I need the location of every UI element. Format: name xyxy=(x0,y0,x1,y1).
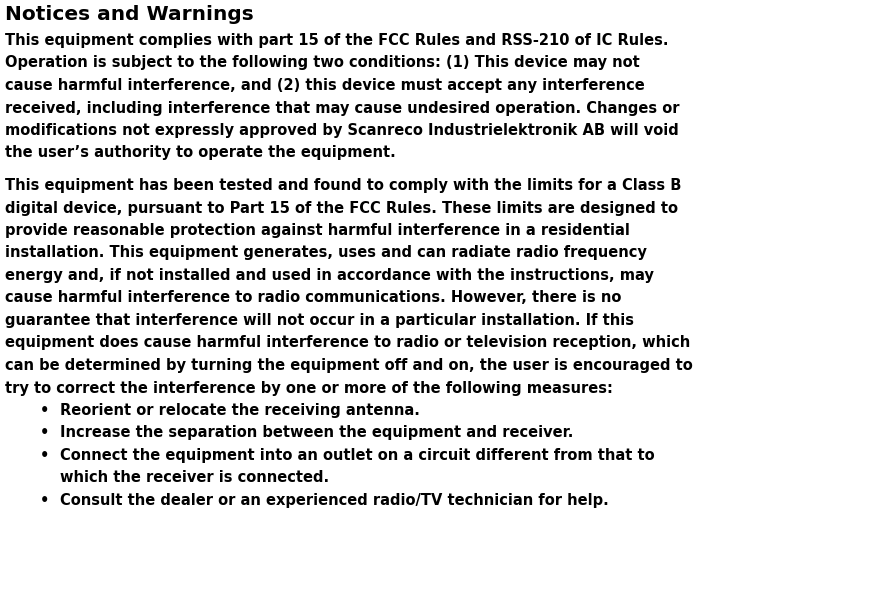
Text: equipment does cause harmful interference to radio or television reception, whic: equipment does cause harmful interferenc… xyxy=(5,336,691,351)
Text: Operation is subject to the following two conditions: (1) This device may not: Operation is subject to the following tw… xyxy=(5,56,640,71)
Text: the user’s authority to operate the equipment.: the user’s authority to operate the equi… xyxy=(5,146,396,160)
Text: provide reasonable protection against harmful interference in a residential: provide reasonable protection against ha… xyxy=(5,223,630,238)
Text: try to correct the interference by one or more of the following measures:: try to correct the interference by one o… xyxy=(5,381,613,395)
Text: energy and, if not installed and used in accordance with the instructions, may: energy and, if not installed and used in… xyxy=(5,268,654,283)
Text: •: • xyxy=(40,426,49,440)
Text: Connect the equipment into an outlet on a circuit different from that to: Connect the equipment into an outlet on … xyxy=(60,448,655,463)
Text: can be determined by turning the equipment off and on, the user is encouraged to: can be determined by turning the equipme… xyxy=(5,358,692,373)
Text: received, including interference that may cause undesired operation. Changes or: received, including interference that ma… xyxy=(5,101,680,115)
Text: This equipment has been tested and found to comply with the limits for a Class B: This equipment has been tested and found… xyxy=(5,178,682,193)
Text: cause harmful interference to radio communications. However, there is no: cause harmful interference to radio comm… xyxy=(5,290,621,306)
Text: installation. This equipment generates, uses and can radiate radio frequency: installation. This equipment generates, … xyxy=(5,245,647,260)
Text: This equipment complies with part 15 of the FCC Rules and RSS-210 of IC Rules.: This equipment complies with part 15 of … xyxy=(5,33,668,48)
Text: •: • xyxy=(40,493,49,508)
Text: Consult the dealer or an experienced radio/TV technician for help.: Consult the dealer or an experienced rad… xyxy=(60,493,609,508)
Text: guarantee that interference will not occur in a particular installation. If this: guarantee that interference will not occ… xyxy=(5,313,634,328)
Text: Notices and Warnings: Notices and Warnings xyxy=(5,5,254,24)
Text: which the receiver is connected.: which the receiver is connected. xyxy=(60,470,329,486)
Text: cause harmful interference, and (2) this device must accept any interference: cause harmful interference, and (2) this… xyxy=(5,78,645,93)
Text: modifications not expressly approved by Scanreco Industrielektronik AB will void: modifications not expressly approved by … xyxy=(5,123,679,138)
Text: digital device, pursuant to Part 15 of the FCC Rules. These limits are designed : digital device, pursuant to Part 15 of t… xyxy=(5,201,678,215)
Text: Increase the separation between the equipment and receiver.: Increase the separation between the equi… xyxy=(60,426,574,440)
Text: Reorient or relocate the receiving antenna.: Reorient or relocate the receiving anten… xyxy=(60,403,420,418)
Text: •: • xyxy=(40,448,49,463)
Text: •: • xyxy=(40,403,49,418)
